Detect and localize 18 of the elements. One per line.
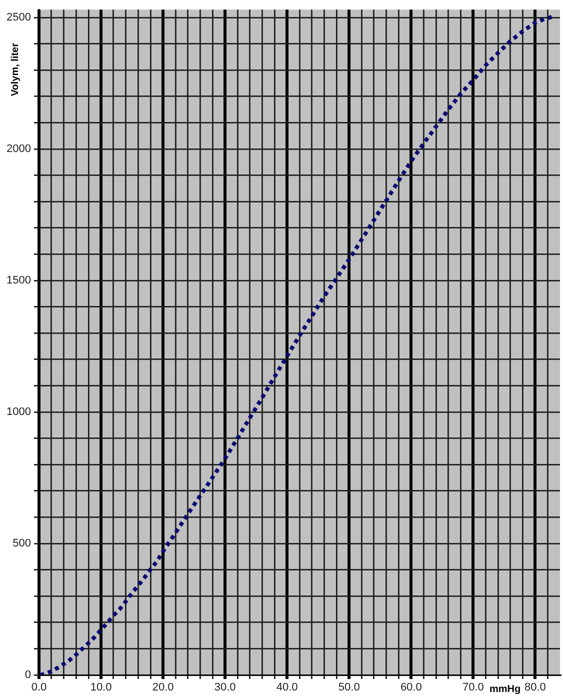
y-axis-title: Volym, liter [10, 42, 21, 96]
x-tick-label: 70.0 [462, 682, 484, 694]
y-tick-label: 2500 [6, 12, 31, 24]
x-tick-label: 80.0 [524, 682, 546, 694]
y-tick-label: 2000 [6, 143, 31, 156]
x-tick-label: 20.0 [152, 682, 174, 694]
x-tick-label: 40.0 [276, 682, 298, 694]
x-tick-label: 30.0 [214, 682, 236, 694]
x-tick-label: 0.0 [31, 682, 47, 694]
x-tick-label: 60.0 [400, 682, 422, 694]
y-tick-label: 1500 [6, 274, 31, 287]
y-tick-label: 1000 [6, 406, 31, 418]
y-tick-label: 0 [24, 669, 31, 682]
x-axis-title: mmHg [489, 684, 521, 695]
x-tick-label: 50.0 [338, 682, 360, 694]
y-tick-label: 500 [12, 538, 31, 550]
x-tick-label: 10.0 [90, 682, 112, 694]
line-series [39, 14, 554, 675]
